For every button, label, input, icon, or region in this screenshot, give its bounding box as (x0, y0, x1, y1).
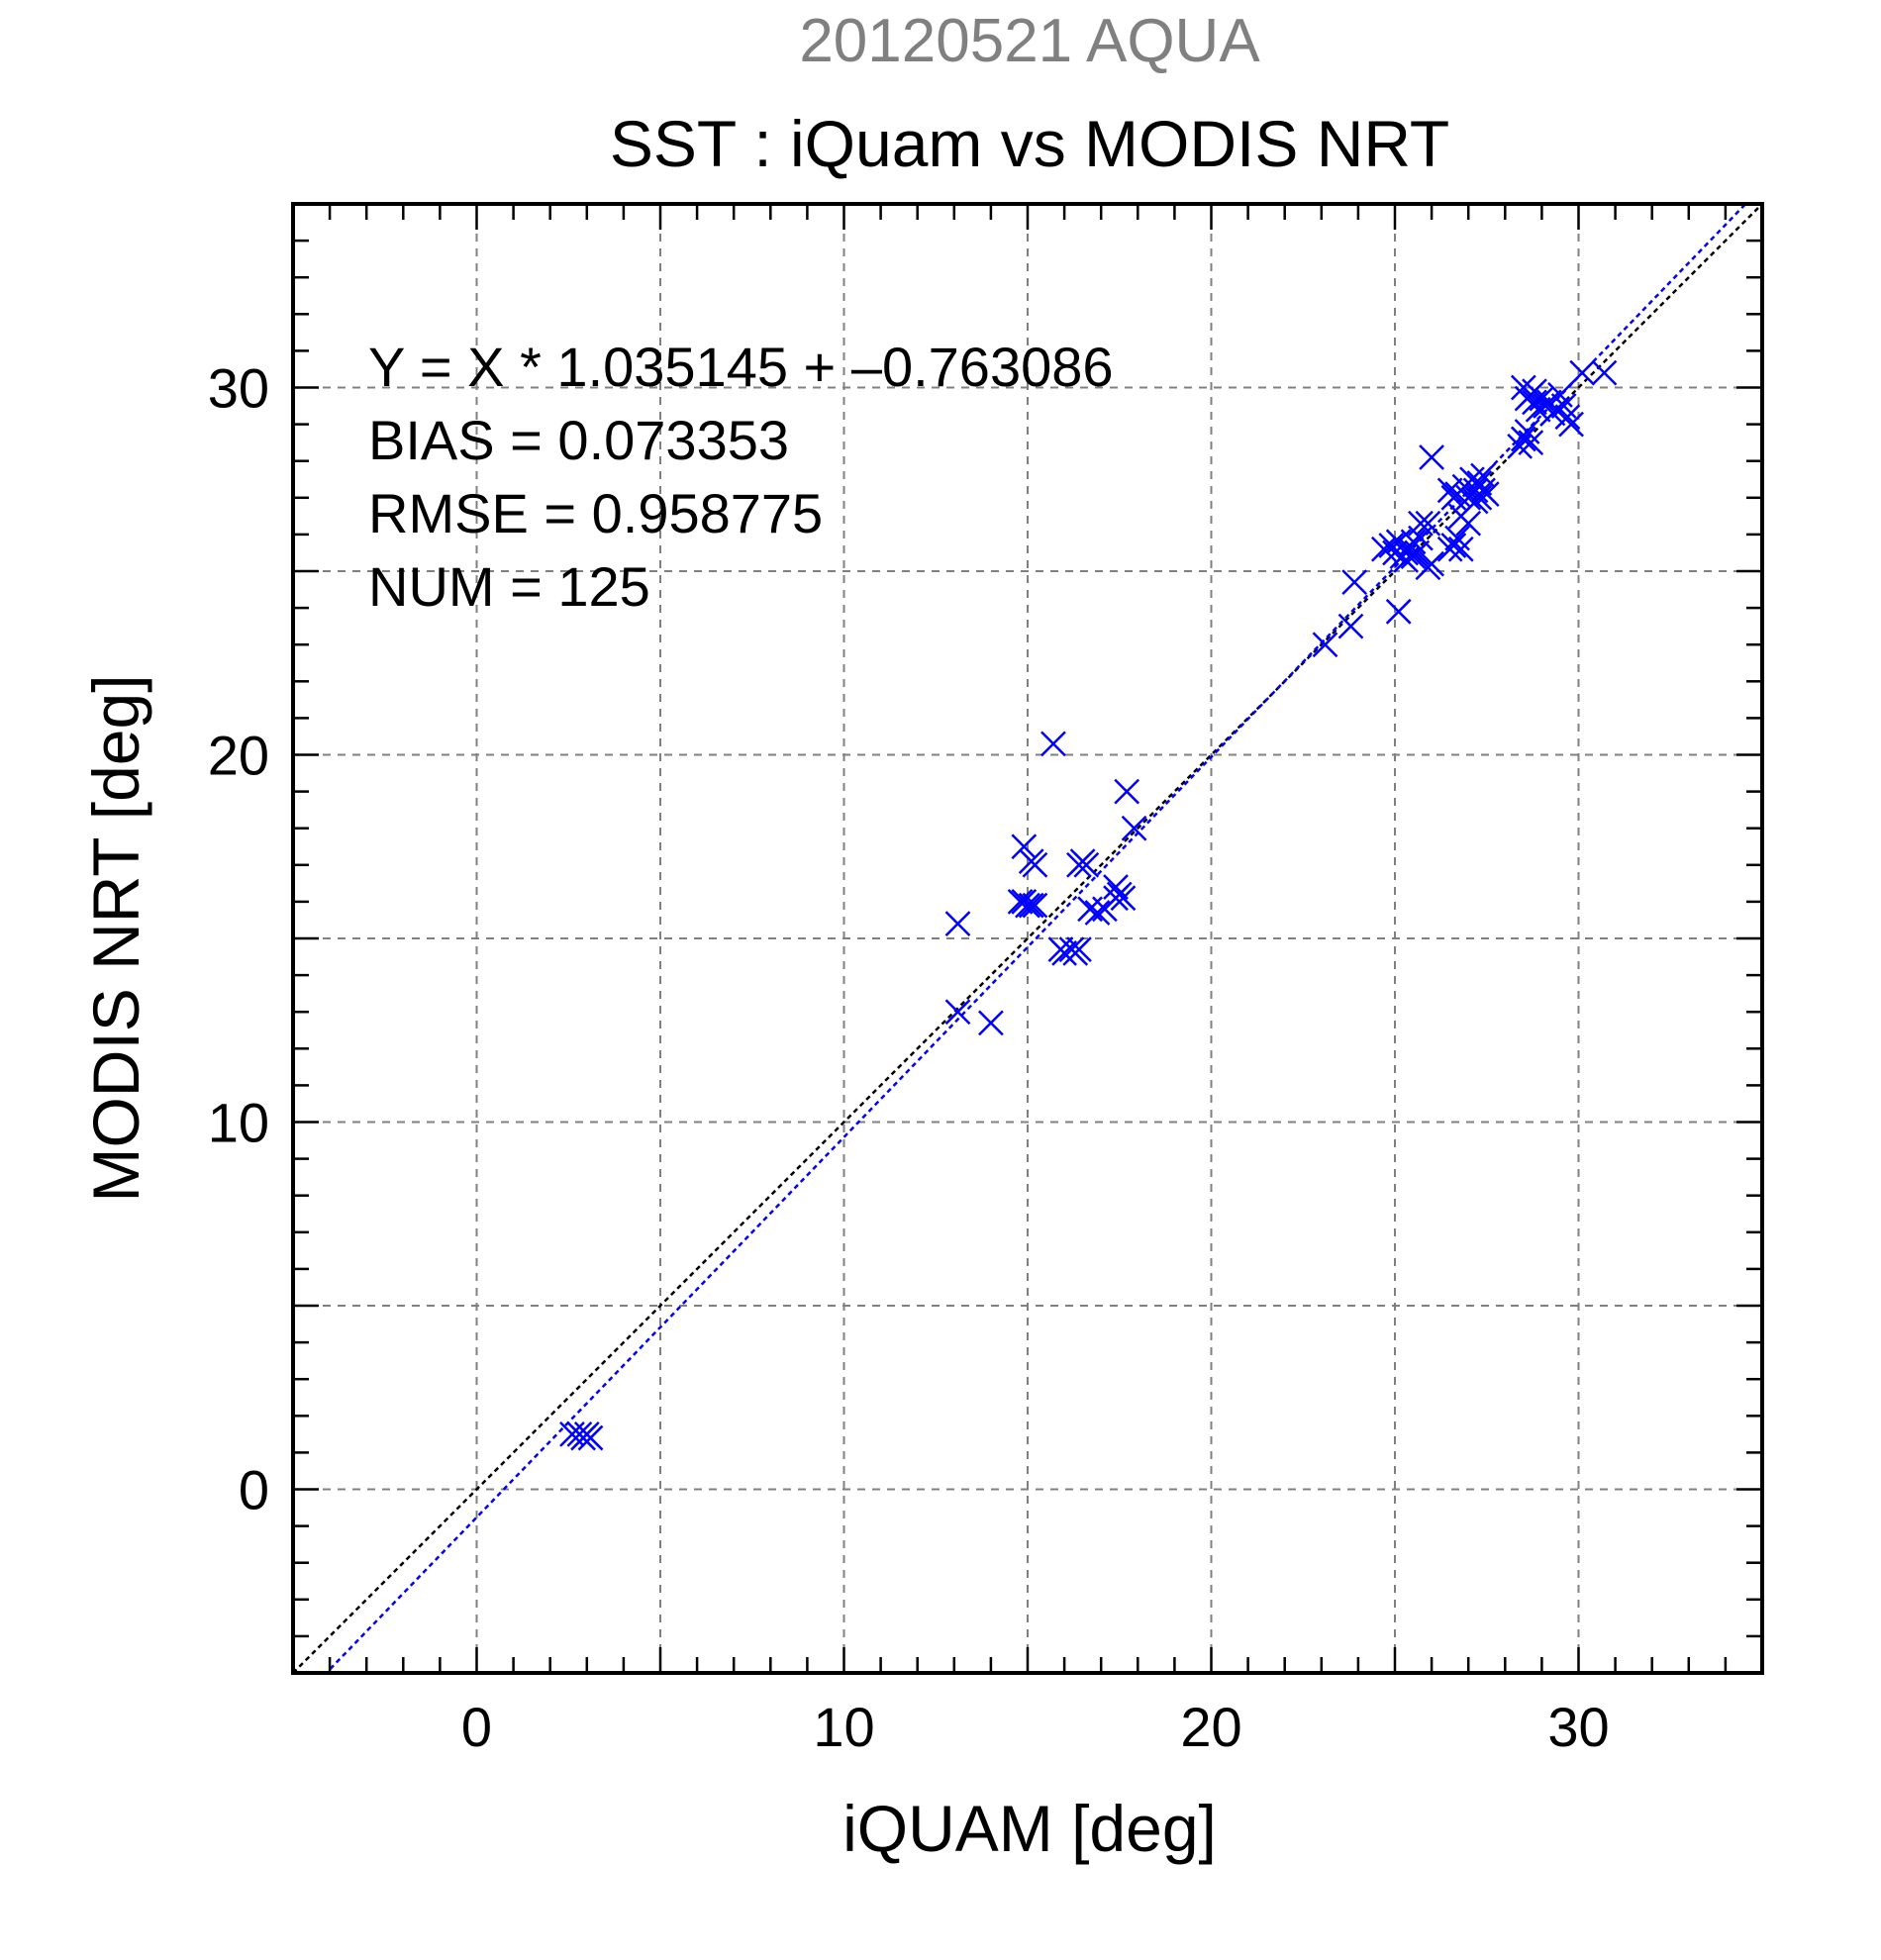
data-point (1415, 510, 1441, 537)
sample-count: NUM = 125 (368, 555, 650, 618)
data-point (1510, 426, 1536, 452)
data-point (1337, 613, 1364, 639)
data-point (1040, 731, 1066, 757)
data-point (978, 1010, 1004, 1036)
data-point (1312, 632, 1338, 658)
data-point (1103, 874, 1129, 900)
regression-equation: Y = X * 1.035145 + –0.763086 (368, 336, 1114, 398)
data-point (1408, 510, 1434, 537)
data-point (1103, 885, 1129, 912)
data-point (1393, 546, 1420, 573)
data-point (1051, 939, 1077, 966)
data-point (1114, 778, 1140, 805)
tick-labels: 0 10 20 30 0 10 20 30 (208, 357, 1610, 1759)
data-point (1518, 430, 1544, 456)
data-point (1385, 598, 1412, 625)
x-tick-label: 10 (813, 1696, 874, 1758)
x-tick-label: 30 (1547, 1696, 1609, 1758)
data-point (1419, 444, 1444, 470)
data-point (944, 911, 971, 937)
data-point (1015, 892, 1040, 919)
data-point (1022, 851, 1048, 878)
data-point (1554, 404, 1581, 431)
bias-value: BIAS = 0.073353 (368, 409, 789, 471)
data-point (577, 1424, 604, 1451)
chart-title: SST : iQuam vs MODIS NRT (610, 107, 1449, 180)
data-point (1569, 359, 1596, 386)
y-tick-label: 0 (239, 1459, 269, 1521)
y-tick-label: 20 (208, 725, 269, 787)
data-point (1011, 833, 1038, 860)
y-tick-label: 10 (208, 1092, 269, 1154)
x-tick-label: 0 (461, 1696, 492, 1758)
data-points (559, 359, 1618, 1451)
rmse-value: RMSE = 0.958775 (368, 482, 823, 544)
data-point (1121, 815, 1147, 841)
data-point (1084, 900, 1111, 926)
y-axis-label: MODIS NRT [deg] (79, 674, 152, 1202)
data-point (1440, 533, 1467, 558)
chart-supertitle: 20120521 AQUA (799, 7, 1260, 75)
y-tick-label: 30 (208, 357, 269, 420)
statistics-box: Y = X * 1.035145 + –0.763086 BIAS = 0.07… (368, 336, 1114, 618)
x-tick-label: 20 (1180, 1696, 1241, 1758)
data-point (1073, 851, 1100, 878)
data-point (1077, 896, 1103, 923)
data-point (1558, 411, 1584, 438)
data-point (1419, 550, 1444, 577)
data-point (944, 999, 971, 1026)
fit-line (324, 204, 1748, 1673)
data-point (1018, 892, 1044, 919)
data-point (1447, 536, 1474, 562)
data-point (1110, 885, 1137, 912)
data-point (1341, 569, 1368, 596)
data-point (1473, 481, 1500, 507)
data-point (1400, 529, 1427, 555)
axis-ticks (293, 204, 1762, 1673)
plot-frame (291, 202, 1764, 1675)
x-axis-label: iQUAM [deg] (842, 1792, 1217, 1865)
data-point (1436, 477, 1463, 504)
data-point (1591, 359, 1618, 386)
data-point (1455, 510, 1482, 537)
data-point (1466, 484, 1493, 511)
data-point (1066, 936, 1092, 963)
data-point (1022, 892, 1048, 919)
